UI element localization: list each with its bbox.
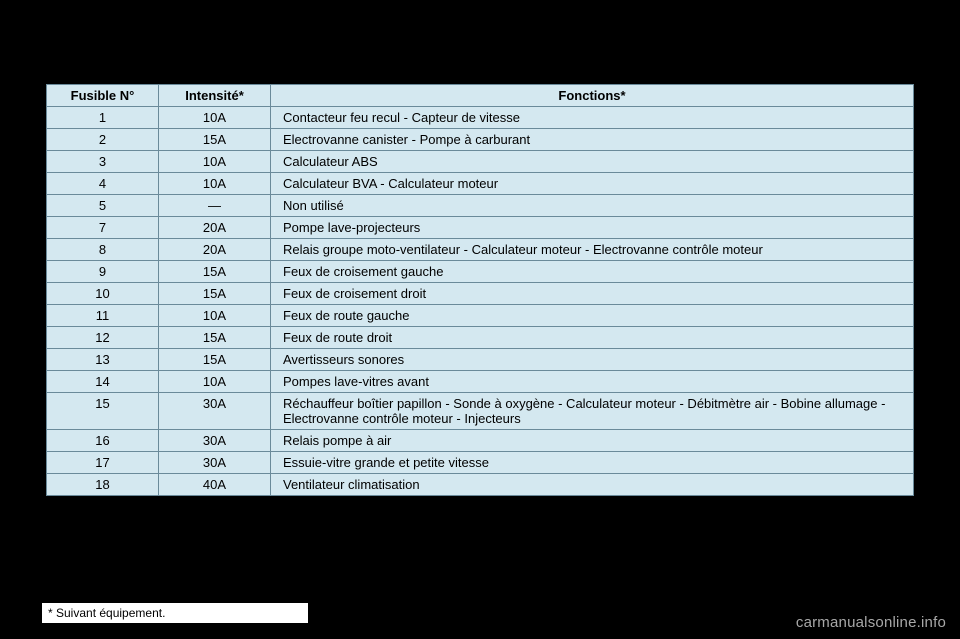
table-row: 1530ARéchauffeur boîtier papillon - Sond… [47, 393, 914, 430]
header-num: Fusible N° [47, 85, 159, 107]
cell-function: Feux de route droit [271, 327, 914, 349]
cell-intensity: 10A [159, 107, 271, 129]
table-row: 1730AEssuie-vitre grande et petite vites… [47, 452, 914, 474]
cell-function: Essuie-vitre grande et petite vitesse [271, 452, 914, 474]
cell-function: Feux de croisement gauche [271, 261, 914, 283]
cell-intensity: 20A [159, 239, 271, 261]
table-row: 1315AAvertisseurs sonores [47, 349, 914, 371]
cell-num: 18 [47, 474, 159, 496]
table-row: 1215AFeux de route droit [47, 327, 914, 349]
table-row: 5—Non utilisé [47, 195, 914, 217]
cell-intensity: — [159, 195, 271, 217]
table-row: 215AElectrovanne canister - Pompe à carb… [47, 129, 914, 151]
cell-function: Non utilisé [271, 195, 914, 217]
cell-function: Relais groupe moto-ventilateur - Calcula… [271, 239, 914, 261]
cell-num: 15 [47, 393, 159, 430]
cell-function: Calculateur BVA - Calculateur moteur [271, 173, 914, 195]
cell-num: 5 [47, 195, 159, 217]
cell-num: 9 [47, 261, 159, 283]
cell-num: 8 [47, 239, 159, 261]
cell-function: Feux de croisement droit [271, 283, 914, 305]
cell-intensity: 15A [159, 349, 271, 371]
cell-function: Electrovanne canister - Pompe à carburan… [271, 129, 914, 151]
cell-function: Relais pompe à air [271, 430, 914, 452]
cell-function: Réchauffeur boîtier papillon - Sonde à o… [271, 393, 914, 430]
cell-function: Pompe lave-projecteurs [271, 217, 914, 239]
footnote: * Suivant équipement. [42, 603, 308, 623]
cell-intensity: 30A [159, 430, 271, 452]
cell-function: Contacteur feu recul - Capteur de vitess… [271, 107, 914, 129]
cell-intensity: 10A [159, 371, 271, 393]
cell-function: Avertisseurs sonores [271, 349, 914, 371]
cell-intensity: 10A [159, 151, 271, 173]
table-row: 1110AFeux de route gauche [47, 305, 914, 327]
cell-intensity: 40A [159, 474, 271, 496]
cell-num: 3 [47, 151, 159, 173]
cell-num: 11 [47, 305, 159, 327]
cell-intensity: 15A [159, 261, 271, 283]
table-row: 1840AVentilateur climatisation [47, 474, 914, 496]
cell-num: 16 [47, 430, 159, 452]
cell-num: 1 [47, 107, 159, 129]
cell-function: Ventilateur climatisation [271, 474, 914, 496]
table-header-row: Fusible N° Intensité* Fonctions* [47, 85, 914, 107]
cell-num: 14 [47, 371, 159, 393]
cell-function: Calculateur ABS [271, 151, 914, 173]
table-row: 110AContacteur feu recul - Capteur de vi… [47, 107, 914, 129]
fuse-table: Fusible N° Intensité* Fonctions* 110ACon… [46, 84, 914, 496]
table-row: 410ACalculateur BVA - Calculateur moteur [47, 173, 914, 195]
fuse-table-container: Fusible N° Intensité* Fonctions* 110ACon… [46, 84, 914, 496]
cell-num: 17 [47, 452, 159, 474]
table-row: 310ACalculateur ABS [47, 151, 914, 173]
cell-intensity: 10A [159, 305, 271, 327]
cell-intensity: 10A [159, 173, 271, 195]
table-row: 720APompe lave-projecteurs [47, 217, 914, 239]
cell-num: 4 [47, 173, 159, 195]
cell-num: 2 [47, 129, 159, 151]
watermark: carmanualsonline.info [796, 614, 946, 631]
cell-intensity: 30A [159, 393, 271, 430]
cell-num: 10 [47, 283, 159, 305]
cell-intensity: 30A [159, 452, 271, 474]
table-row: 1630ARelais pompe à air [47, 430, 914, 452]
cell-function: Feux de route gauche [271, 305, 914, 327]
cell-intensity: 15A [159, 327, 271, 349]
table-row: 1015AFeux de croisement droit [47, 283, 914, 305]
header-functions: Fonctions* [271, 85, 914, 107]
header-intensity: Intensité* [159, 85, 271, 107]
cell-num: 12 [47, 327, 159, 349]
cell-intensity: 15A [159, 283, 271, 305]
table-row: 1410APompes lave-vitres avant [47, 371, 914, 393]
table-row: 915AFeux de croisement gauche [47, 261, 914, 283]
table-body: 110AContacteur feu recul - Capteur de vi… [47, 107, 914, 496]
cell-function: Pompes lave-vitres avant [271, 371, 914, 393]
cell-intensity: 20A [159, 217, 271, 239]
cell-intensity: 15A [159, 129, 271, 151]
table-row: 820ARelais groupe moto-ventilateur - Cal… [47, 239, 914, 261]
cell-num: 13 [47, 349, 159, 371]
cell-num: 7 [47, 217, 159, 239]
